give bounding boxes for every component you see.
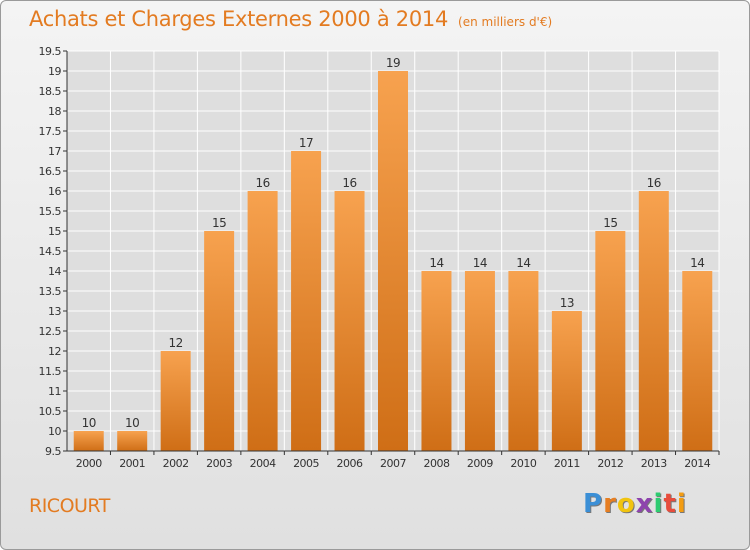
bar: [508, 271, 539, 451]
bar-value-label: 12: [169, 336, 183, 350]
x-tick-label: 2000: [76, 457, 102, 470]
bar: [291, 151, 322, 451]
chart-subtitle: (en milliers d'€): [458, 15, 553, 29]
bar-value-label: 10: [125, 416, 139, 430]
bar-value-label: 14: [429, 256, 443, 270]
x-tick-label: 2014: [684, 457, 710, 470]
proxiti-logo: Proxiti: [583, 489, 687, 519]
logo-letter: r: [603, 489, 617, 519]
bar-value-label: 13: [560, 296, 574, 310]
y-tick-label: 10.5: [39, 405, 62, 418]
y-tick-label: 19: [48, 65, 61, 78]
bar: [464, 271, 495, 451]
x-tick-label: 2003: [206, 457, 232, 470]
bar: [117, 431, 148, 451]
bar-value-label: 14: [516, 256, 530, 270]
bar: [378, 71, 408, 451]
logo-letter: o: [616, 489, 636, 519]
logo-letter: P: [583, 489, 604, 519]
logo-letter: i: [653, 489, 664, 519]
x-tick-label: 2009: [467, 457, 493, 470]
bar-value-label: 16: [255, 176, 269, 190]
y-tick-label: 9.5: [45, 445, 61, 458]
logo-letter: i: [676, 489, 687, 519]
y-tick-label: 13.5: [39, 285, 62, 298]
y-tick-label: 15: [48, 225, 61, 238]
logo-letter: t: [663, 489, 677, 519]
x-tick-label: 2006: [337, 457, 363, 470]
bar: [551, 311, 582, 451]
bar: [247, 191, 278, 451]
bar: [334, 191, 365, 451]
x-tick-label: 2005: [293, 457, 319, 470]
bar-value-label: 14: [473, 256, 487, 270]
bar: [73, 431, 104, 451]
x-tick-label: 2002: [163, 457, 189, 470]
chart-title: Achats et Charges Externes 2000 à 2014 (e…: [29, 7, 552, 31]
bar: [638, 191, 669, 451]
bar-value-label: 19: [386, 56, 400, 70]
x-tick-label: 2008: [423, 457, 449, 470]
y-tick-label: 17: [48, 145, 61, 158]
y-tick-label: 10: [48, 425, 61, 438]
y-tick-label: 11.5: [39, 365, 62, 378]
y-tick-label: 16: [48, 185, 61, 198]
x-tick-label: 2013: [641, 457, 667, 470]
y-tick-label: 18.5: [39, 85, 62, 98]
y-tick-label: 12: [48, 345, 61, 358]
y-tick-label: 13: [48, 305, 61, 318]
x-tick-label: 2007: [380, 457, 406, 470]
bar-value-label: 15: [212, 216, 226, 230]
logo-letter: x: [635, 489, 654, 519]
y-tick-label: 15.5: [39, 205, 62, 218]
x-tick-label: 2012: [597, 457, 623, 470]
bar: [682, 271, 713, 451]
bar-value-label: 17: [299, 136, 313, 150]
bar: [421, 271, 452, 451]
y-tick-label: 14: [48, 265, 61, 278]
y-tick-label: 12.5: [39, 325, 62, 338]
chart-title-text: Achats et Charges Externes 2000 à 2014: [29, 7, 449, 31]
bar-value-label: 16: [647, 176, 661, 190]
y-tick-label: 19.5: [39, 45, 62, 58]
y-tick-label: 18: [48, 105, 61, 118]
x-tick-label: 2001: [119, 457, 145, 470]
bar-value-label: 10: [82, 416, 96, 430]
x-tick-label: 2010: [510, 457, 536, 470]
y-tick-label: 14.5: [39, 245, 62, 258]
bar-value-label: 15: [603, 216, 617, 230]
commune-name: RICOURT: [29, 495, 110, 517]
y-tick-label: 11: [48, 385, 61, 398]
bar: [204, 231, 235, 451]
x-tick-label: 2004: [250, 457, 276, 470]
y-tick-label: 17.5: [39, 125, 62, 138]
bar-value-label: 14: [690, 256, 704, 270]
bar: [595, 231, 626, 451]
y-tick-label: 16.5: [39, 165, 62, 178]
bar: [160, 351, 191, 451]
x-tick-label: 2011: [554, 457, 580, 470]
bar-value-label: 16: [342, 176, 356, 190]
